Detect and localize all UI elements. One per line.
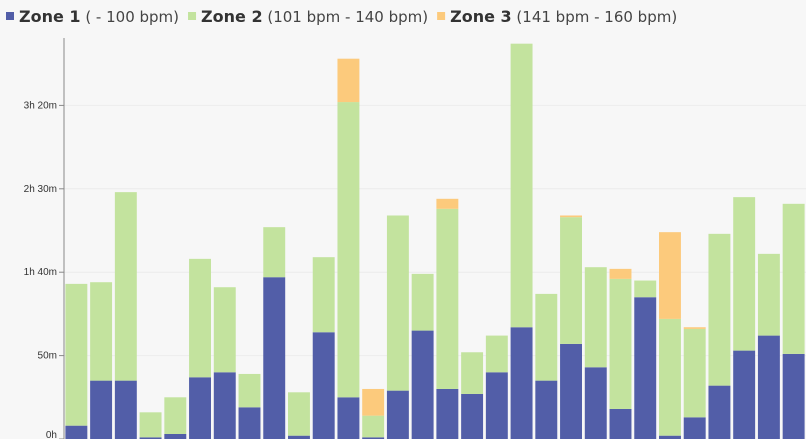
bar-13-zone-1[interactable] [362,437,385,439]
bar-11-zone-2[interactable] [312,257,335,333]
bar-23-zone-1[interactable] [609,408,632,439]
bar-19-zone-1[interactable] [510,327,533,439]
bar-8-zone-1[interactable] [238,407,261,439]
bar-10-zone-2[interactable] [288,392,310,436]
bar-17-zone-1[interactable] [461,393,484,439]
bar-27-zone-2[interactable] [708,233,731,386]
bar-24-zone-2[interactable] [634,280,657,298]
bar-20-zone-2[interactable] [535,293,558,381]
bar-27-zone-1[interactable] [708,385,731,439]
y-tick-label-3: 2h 30m [24,184,57,195]
bar-30-zone-1[interactable] [782,353,805,439]
bar-9-zone-1[interactable] [263,277,286,439]
bar-29-zone-2[interactable] [757,253,780,336]
bar-14-zone-2[interactable] [386,215,409,391]
bar-13-zone-3[interactable] [362,388,385,416]
y-tick-label-1: 50m [38,351,57,362]
bar-6-zone-2[interactable] [189,258,211,378]
bar-15-zone-2[interactable] [411,273,434,331]
bar-4-zone-1[interactable] [139,437,162,439]
bar-26-zone-3[interactable] [683,327,706,329]
bar-20-zone-1[interactable] [535,380,558,439]
y-tick-label-0: 0h [46,430,57,439]
legend-label-zone-3: Zone 3 [450,7,512,26]
bar-4-zone-2[interactable] [139,412,162,438]
bar-16-zone-3[interactable] [436,198,459,209]
bar-28-zone-2[interactable] [733,197,756,351]
bar-11-zone-1[interactable] [312,332,335,439]
bar-13-zone-2[interactable] [362,415,385,438]
bar-10-zone-1[interactable] [288,435,310,439]
bar-18-zone-1[interactable] [485,372,508,439]
bar-17-zone-2[interactable] [461,352,484,394]
legend-range-zone-1: ( - 100 bpm) [81,8,179,26]
bar-3-zone-2[interactable] [114,192,137,381]
bar-7-zone-2[interactable] [213,287,236,373]
bar-21-zone-3[interactable] [560,215,582,218]
legend-entry-zone-2[interactable]: Zone 2 (101 bpm - 140 bpm) [201,7,428,26]
bar-21-zone-2[interactable] [560,217,582,344]
legend-entry-zone-1[interactable]: Zone 1 ( - 100 bpm) [19,7,179,26]
bar-12-zone-3[interactable] [337,58,360,103]
bar-12-zone-1[interactable] [337,397,360,439]
bar-25-zone-1[interactable] [659,435,681,439]
grid-lines [64,104,806,357]
legend-swatch-zone-1[interactable] [6,12,14,20]
bar-1-zone-2[interactable] [65,283,88,426]
bar-2-zone-1[interactable] [90,380,113,439]
bar-15-zone-1[interactable] [411,330,434,439]
legend-label-zone-2: Zone 2 [201,7,263,26]
bar-21-zone-1[interactable] [560,343,582,439]
bar-26-zone-2[interactable] [683,328,706,418]
legend-range-zone-2: (101 bpm - 140 bpm) [263,8,429,26]
y-axis: 0h 50m 1h 40m 2h 30m 3h 20m [24,38,65,439]
bar-23-zone-3[interactable] [609,268,632,279]
bar-24-zone-1[interactable] [634,297,657,439]
legend-swatch-zone-3[interactable] [437,12,446,20]
legend: Zone 1 ( - 100 bpm) Zone 2 (101 bpm - 140… [6,7,677,26]
bar-19-zone-2[interactable] [510,43,533,328]
bar-16-zone-1[interactable] [436,388,459,439]
bar-30-zone-2[interactable] [782,203,805,354]
bar-1-zone-1[interactable] [65,425,88,439]
bar-18-zone-2[interactable] [485,335,508,373]
bar-29-zone-1[interactable] [757,335,780,439]
bar-8-zone-2[interactable] [238,373,261,408]
bar-16-zone-2[interactable] [436,208,459,389]
bars [65,43,805,439]
y-tick-label-4: 3h 20m [24,100,57,111]
bar-22-zone-1[interactable] [584,367,607,439]
bar-9-zone-2[interactable] [263,227,286,278]
bar-26-zone-1[interactable] [683,417,706,439]
bar-2-zone-2[interactable] [90,282,113,381]
legend-swatch-zone-2[interactable] [188,12,197,20]
legend-range-zone-3: (141 bpm - 160 bpm) [512,8,678,26]
bar-3-zone-1[interactable] [114,380,137,439]
y-tick-label-2: 1h 40m [24,267,57,278]
bar-12-zone-2[interactable] [337,102,360,398]
bar-7-zone-1[interactable] [213,372,236,439]
bar-5-zone-1[interactable] [164,433,187,439]
bar-25-zone-2[interactable] [659,318,681,436]
bar-14-zone-1[interactable] [386,390,409,439]
bar-5-zone-2[interactable] [164,397,187,434]
bar-28-zone-1[interactable] [733,350,756,439]
bar-6-zone-1[interactable] [189,377,211,439]
bar-25-zone-3[interactable] [659,232,681,319]
bar-23-zone-2[interactable] [609,278,632,409]
legend-label-zone-1: Zone 1 [19,7,81,26]
bar-22-zone-2[interactable] [584,267,607,368]
legend-entry-zone-3[interactable]: Zone 3 (141 bpm - 160 bpm) [450,7,677,26]
